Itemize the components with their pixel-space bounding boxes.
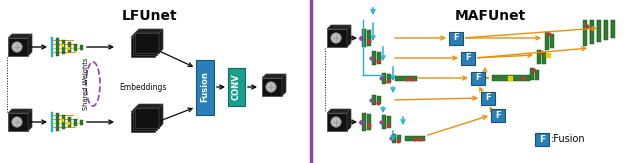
Bar <box>8 113 28 131</box>
Polygon shape <box>28 34 32 56</box>
Bar <box>377 96 381 104</box>
Bar <box>537 50 541 64</box>
Polygon shape <box>135 104 163 108</box>
Bar <box>387 116 391 128</box>
Polygon shape <box>262 74 286 78</box>
Polygon shape <box>131 33 159 37</box>
Text: MAFUnet: MAFUnet <box>454 9 525 23</box>
Bar <box>461 52 475 65</box>
Bar <box>597 20 601 42</box>
Bar <box>491 109 505 121</box>
Bar <box>372 51 376 65</box>
Bar <box>51 112 53 132</box>
Circle shape <box>12 117 22 127</box>
Text: F: F <box>495 111 501 119</box>
Bar <box>133 35 157 55</box>
Bar <box>8 38 28 56</box>
Text: Shared Weights: Shared Weights <box>83 58 89 110</box>
Bar <box>362 113 366 131</box>
Text: LFUnet: LFUnet <box>122 9 178 23</box>
Bar <box>583 20 587 46</box>
Text: F: F <box>475 74 481 82</box>
Bar <box>135 108 159 128</box>
Polygon shape <box>159 104 163 128</box>
Bar <box>131 37 155 57</box>
Circle shape <box>12 42 22 52</box>
Bar <box>377 52 381 64</box>
Polygon shape <box>157 31 161 55</box>
Polygon shape <box>282 74 286 96</box>
Bar <box>471 72 485 84</box>
Bar <box>327 29 347 47</box>
Bar <box>449 31 463 44</box>
Polygon shape <box>8 34 32 38</box>
Bar <box>74 119 77 126</box>
Bar <box>535 133 549 146</box>
Bar <box>372 95 376 105</box>
Polygon shape <box>155 33 159 57</box>
Bar <box>80 44 83 50</box>
Bar <box>80 119 83 125</box>
Text: F: F <box>539 135 545 144</box>
Polygon shape <box>327 109 351 113</box>
Bar <box>481 91 495 104</box>
Bar <box>405 136 425 141</box>
Bar <box>133 110 157 130</box>
Bar <box>382 115 386 129</box>
Polygon shape <box>347 109 351 131</box>
Polygon shape <box>159 29 163 53</box>
Polygon shape <box>327 25 351 29</box>
Bar <box>367 30 371 46</box>
Bar <box>397 134 401 141</box>
Polygon shape <box>135 29 163 33</box>
Circle shape <box>266 82 276 92</box>
Bar <box>611 20 615 38</box>
Text: Embeddings: Embeddings <box>119 82 166 91</box>
Text: :Fusion: :Fusion <box>551 134 586 145</box>
Text: F: F <box>465 53 471 62</box>
Text: Fusion: Fusion <box>200 72 209 102</box>
Bar <box>535 70 539 80</box>
Bar <box>56 113 59 131</box>
Bar <box>387 74 391 82</box>
Bar <box>604 20 608 40</box>
Bar <box>62 115 65 129</box>
Bar <box>62 40 65 54</box>
Polygon shape <box>28 109 32 131</box>
Bar <box>362 29 366 47</box>
Bar <box>56 38 59 56</box>
Bar <box>262 78 282 96</box>
Bar <box>68 117 71 127</box>
Bar <box>135 33 159 53</box>
Text: CONV: CONV <box>232 74 241 100</box>
Polygon shape <box>347 25 351 47</box>
Polygon shape <box>157 106 161 130</box>
Text: F: F <box>453 34 459 43</box>
Polygon shape <box>133 106 161 110</box>
Bar <box>530 68 534 80</box>
Bar <box>74 44 77 51</box>
Bar <box>51 37 53 57</box>
Bar <box>68 42 71 52</box>
Bar <box>395 76 417 81</box>
Bar <box>550 34 554 48</box>
Bar <box>196 60 214 115</box>
Polygon shape <box>8 109 32 113</box>
Bar <box>382 73 386 83</box>
Polygon shape <box>131 108 159 112</box>
Circle shape <box>331 117 341 127</box>
Bar <box>327 113 347 131</box>
Bar <box>228 68 245 106</box>
Bar <box>590 20 594 44</box>
Bar <box>131 112 155 132</box>
Bar <box>542 52 546 64</box>
Bar <box>545 32 549 50</box>
Circle shape <box>331 33 341 43</box>
Text: F: F <box>485 94 491 103</box>
Bar <box>367 114 371 130</box>
Polygon shape <box>155 108 159 132</box>
Bar <box>492 75 530 81</box>
Bar <box>392 133 396 142</box>
Polygon shape <box>133 31 161 35</box>
